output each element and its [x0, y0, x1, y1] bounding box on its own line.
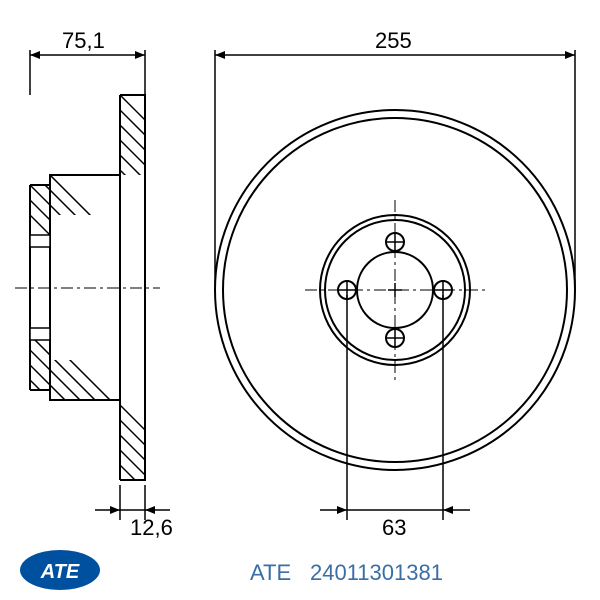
depth-label: 75,1: [62, 28, 105, 53]
brand-logo: ATE: [20, 550, 100, 590]
bolt-circle-label: 63: [382, 515, 406, 540]
diameter-label: 255: [375, 28, 412, 53]
front-view: 255: [215, 28, 575, 540]
part-number-label: 24011301381: [310, 560, 443, 585]
brand-text: ATE: [40, 561, 80, 583]
side-view: 75,1: [15, 28, 173, 540]
technical-drawing: 75,1: [0, 0, 600, 600]
thickness-label: 12,6: [130, 515, 173, 540]
brand-label: ATE: [250, 560, 291, 585]
